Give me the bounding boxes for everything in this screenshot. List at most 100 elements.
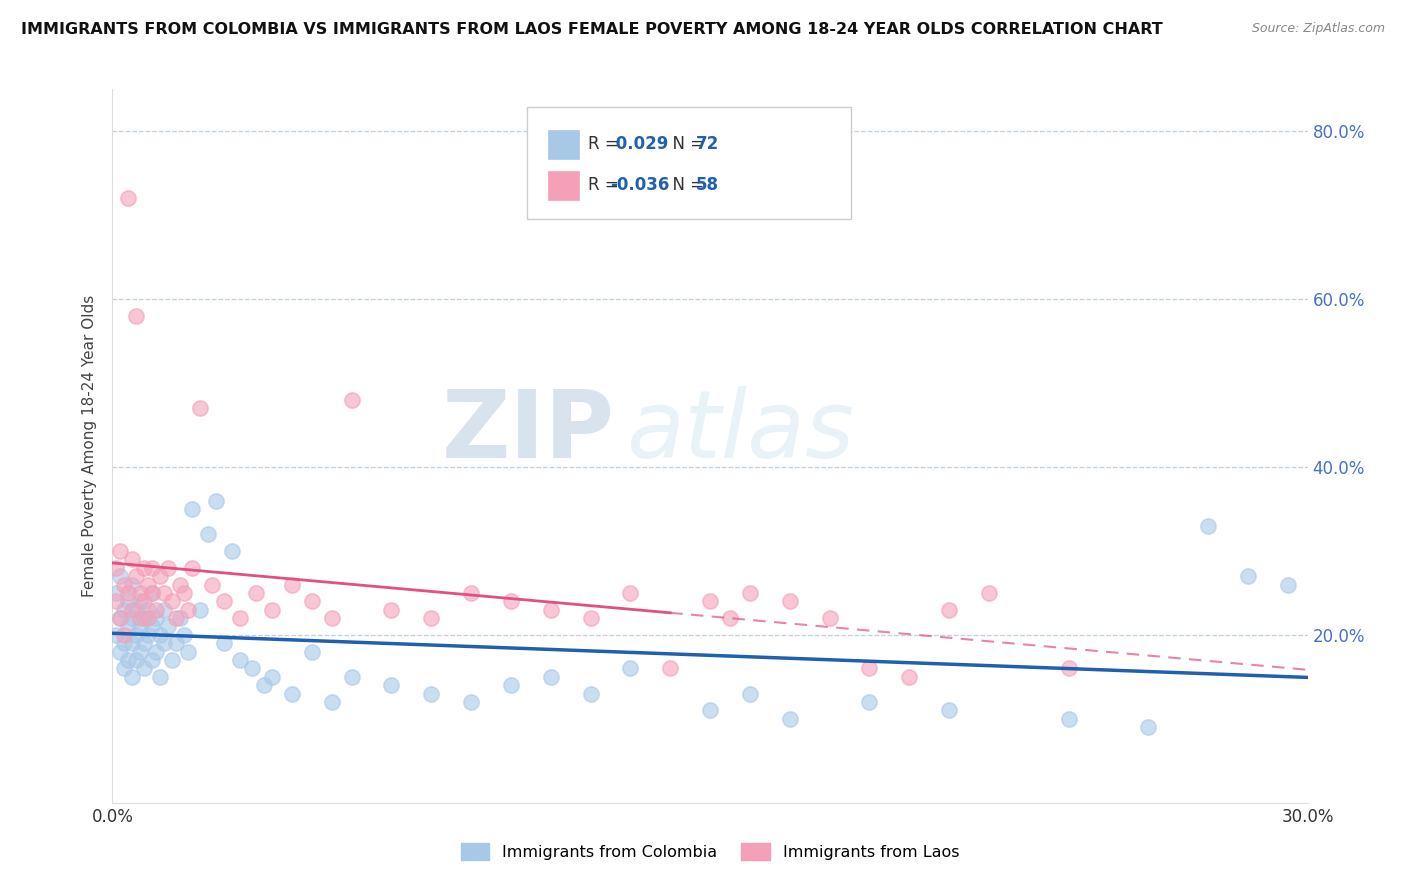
Point <box>460 695 482 709</box>
Point <box>420 611 443 625</box>
Point <box>110 645 132 659</box>
Text: 72: 72 <box>696 136 720 153</box>
Point <box>149 628 172 642</box>
Point <box>229 611 252 625</box>
Point <box>138 603 160 617</box>
Point <box>212 594 235 608</box>
Point <box>718 611 741 625</box>
Point <box>157 560 180 574</box>
Point <box>110 611 132 625</box>
Point <box>110 569 132 583</box>
Point <box>499 594 522 608</box>
Point <box>380 678 402 692</box>
Point <box>169 577 191 591</box>
Point <box>818 611 841 625</box>
Point <box>121 603 143 617</box>
Point <box>141 653 163 667</box>
Point <box>197 527 219 541</box>
Point <box>138 577 160 591</box>
Point <box>281 687 304 701</box>
Point <box>141 586 163 600</box>
Text: atlas: atlas <box>627 386 855 477</box>
Point <box>221 544 243 558</box>
Point <box>499 678 522 692</box>
Point <box>165 611 187 625</box>
Point <box>145 611 167 625</box>
Point <box>540 603 562 617</box>
Text: N =: N = <box>662 136 710 153</box>
Point <box>153 603 176 617</box>
Point <box>141 560 163 574</box>
Point <box>110 544 132 558</box>
Point <box>177 603 200 617</box>
Point <box>117 653 139 667</box>
Point <box>105 560 128 574</box>
Point <box>1137 720 1160 734</box>
Point <box>173 586 195 600</box>
Point <box>117 191 139 205</box>
Point <box>699 594 721 608</box>
Point <box>779 594 801 608</box>
Point <box>173 628 195 642</box>
Point <box>229 653 252 667</box>
Point <box>659 661 682 675</box>
Point <box>157 619 180 633</box>
Point <box>121 552 143 566</box>
Point <box>129 619 152 633</box>
Point <box>153 636 176 650</box>
Point <box>125 309 148 323</box>
Point <box>125 628 148 642</box>
Point <box>138 611 160 625</box>
Point <box>420 687 443 701</box>
Point <box>938 603 960 617</box>
Point <box>129 611 152 625</box>
Point <box>114 603 135 617</box>
Point <box>779 712 801 726</box>
Text: IMMIGRANTS FROM COLOMBIA VS IMMIGRANTS FROM LAOS FEMALE POVERTY AMONG 18-24 YEAR: IMMIGRANTS FROM COLOMBIA VS IMMIGRANTS F… <box>21 22 1163 37</box>
Point <box>1237 569 1260 583</box>
Point <box>321 695 343 709</box>
Y-axis label: Female Poverty Among 18-24 Year Olds: Female Poverty Among 18-24 Year Olds <box>82 295 97 597</box>
Point <box>201 577 224 591</box>
Point <box>212 636 235 650</box>
Point <box>188 603 211 617</box>
Point <box>380 603 402 617</box>
Point <box>858 661 880 675</box>
Point <box>153 586 176 600</box>
Point <box>162 653 183 667</box>
Point <box>260 603 283 617</box>
Point <box>134 560 156 574</box>
Text: -0.036: -0.036 <box>610 177 669 194</box>
Point <box>134 636 156 650</box>
Point <box>129 645 152 659</box>
Legend: Immigrants from Colombia, Immigrants from Laos: Immigrants from Colombia, Immigrants fro… <box>454 837 966 866</box>
Point <box>699 703 721 717</box>
Point <box>898 670 921 684</box>
Point <box>1057 712 1080 726</box>
Text: 0.029: 0.029 <box>610 136 669 153</box>
Point <box>340 670 363 684</box>
Point <box>149 569 172 583</box>
Point <box>938 703 960 717</box>
Point <box>125 653 148 667</box>
Point <box>138 628 160 642</box>
Point <box>117 619 139 633</box>
Point <box>169 611 191 625</box>
Point <box>1057 661 1080 675</box>
Point <box>165 636 187 650</box>
Point <box>301 645 323 659</box>
Point <box>460 586 482 600</box>
Point <box>129 586 152 600</box>
Point <box>340 392 363 407</box>
Text: N =: N = <box>662 177 710 194</box>
Point <box>105 594 128 608</box>
Point <box>579 611 602 625</box>
Point <box>114 636 135 650</box>
Text: Source: ZipAtlas.com: Source: ZipAtlas.com <box>1251 22 1385 36</box>
Point <box>540 670 562 684</box>
Point <box>162 594 183 608</box>
Text: R =: R = <box>588 136 624 153</box>
Point <box>738 586 761 600</box>
Point <box>134 594 156 608</box>
Point <box>619 586 641 600</box>
